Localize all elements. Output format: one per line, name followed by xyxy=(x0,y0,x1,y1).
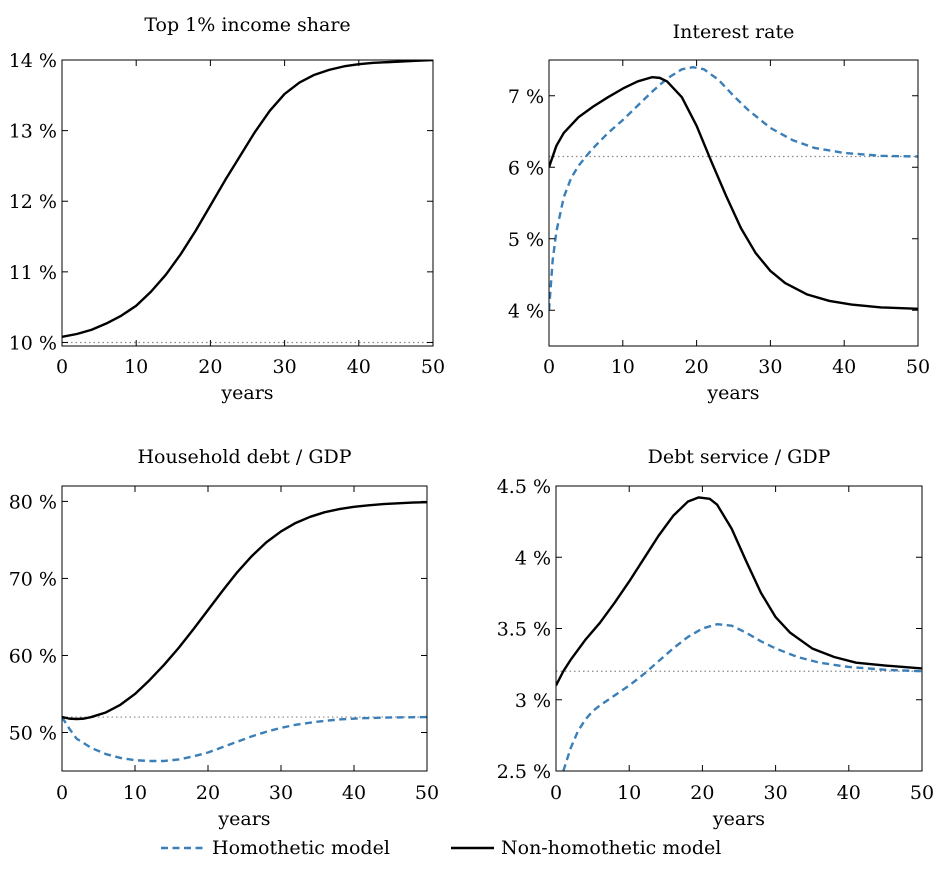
x-tick-label: 10 xyxy=(123,782,147,804)
legend-label: Homothetic model xyxy=(212,837,390,859)
series-line-non-homothetic xyxy=(62,60,433,338)
plot-frame xyxy=(548,59,919,347)
x-tick-label: 40 xyxy=(342,782,366,804)
y-tick-label: 13 % xyxy=(9,121,57,143)
x-tick-label: 20 xyxy=(198,356,222,378)
series-line-non-homothetic xyxy=(62,500,427,721)
x-tick-label: 30 xyxy=(758,356,782,378)
y-tick-label: 4.5 % xyxy=(497,476,551,498)
x-tick-label: 50 xyxy=(421,356,445,378)
x-tick-label: 50 xyxy=(415,782,439,804)
y-tick-label: 3 % xyxy=(515,690,551,712)
y-tick-label: 7 % xyxy=(508,86,544,108)
x-tick-label: 10 xyxy=(617,782,641,804)
x-tick-label: 40 xyxy=(837,782,861,804)
x-axis-label: years xyxy=(712,808,765,830)
y-tick-label: 4 % xyxy=(515,547,551,569)
x-tick-label: 20 xyxy=(196,782,220,804)
x-axis-label: years xyxy=(220,382,273,404)
y-tick-label: 60 % xyxy=(9,645,57,667)
x-tick-label: 50 xyxy=(906,356,930,378)
chart-title: Interest rate xyxy=(673,21,795,43)
legend: Homothetic model Non-homothetic model xyxy=(161,837,721,859)
x-tick-label: 40 xyxy=(832,356,856,378)
series-line-homothetic xyxy=(549,65,918,311)
x-tick-label: 10 xyxy=(124,356,148,378)
chart-panel-3: Household debt / GDP 0 10 20 30 40 50 years 50 %… xyxy=(9,446,439,830)
plot-frame xyxy=(61,59,434,347)
chart-title: Debt service / GDP xyxy=(648,446,831,468)
x-tick-label: 0 xyxy=(543,356,555,378)
y-tick-label: 10 % xyxy=(9,332,57,354)
x-tick-label: 0 xyxy=(550,782,562,804)
y-tick-label: 4 % xyxy=(508,300,544,322)
y-tick-label: 11 % xyxy=(9,262,57,284)
chart-panel-1: Top 1% income share 0 10 20 30 40 50 years 10 % 1… xyxy=(9,14,445,404)
chart-panel-4: Debt service / GDP 0 10 20 30 40 50 years 2.5 % 3… xyxy=(497,446,934,830)
x-tick-label: 40 xyxy=(347,356,371,378)
x-tick-label: 0 xyxy=(56,782,68,804)
chart-panel-2: Interest rate 0 10 20 30 40 50 years 4 % 5 % 6 % 7 … xyxy=(508,21,930,404)
plot-frame xyxy=(61,485,428,772)
chart-title: Top 1% income share xyxy=(144,14,350,36)
series-line-homothetic xyxy=(62,715,427,763)
y-tick-label: 3.5 % xyxy=(497,619,551,641)
series-line-non-homothetic xyxy=(549,75,918,311)
y-tick-label: 12 % xyxy=(9,191,57,213)
x-tick-label: 30 xyxy=(269,782,293,804)
y-tick-label: 70 % xyxy=(9,568,57,590)
x-tick-label: 30 xyxy=(273,356,297,378)
y-tick-label: 5 % xyxy=(508,229,544,251)
x-tick-label: 20 xyxy=(685,356,709,378)
y-tick-label: 50 % xyxy=(9,722,57,744)
x-axis-label: years xyxy=(706,382,759,404)
x-tick-label: 0 xyxy=(56,356,68,378)
y-tick-label: 80 % xyxy=(9,491,57,513)
y-tick-label: 14 % xyxy=(9,50,57,72)
x-tick-label: 30 xyxy=(764,782,788,804)
x-axis-label: years xyxy=(217,808,270,830)
x-tick-label: 50 xyxy=(910,782,934,804)
chart-title: Household debt / GDP xyxy=(137,446,351,468)
x-tick-label: 20 xyxy=(690,782,714,804)
series-line-non-homothetic xyxy=(556,496,922,687)
legend-label: Non-homothetic model xyxy=(501,837,721,859)
y-tick-label: 6 % xyxy=(508,157,544,179)
y-tick-label: 2.5 % xyxy=(497,761,551,783)
x-tick-label: 10 xyxy=(611,356,635,378)
series-line-homothetic xyxy=(562,623,922,771)
